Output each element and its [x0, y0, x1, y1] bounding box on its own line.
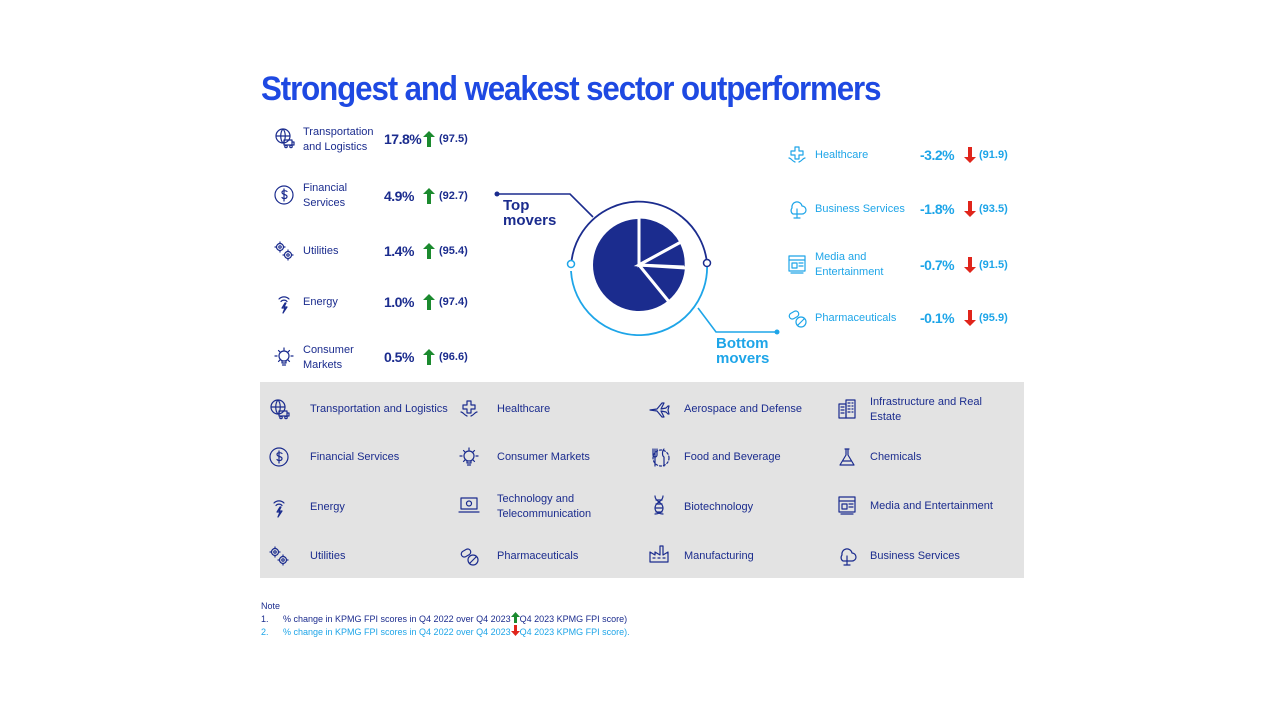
notes: Note 1.% change in KPMG FPI scores in Q4…	[261, 600, 630, 638]
fork-knife-icon	[648, 446, 670, 468]
bottom-movers-label: Bottom movers	[716, 335, 770, 367]
legend-item-label: Transportation and Logistics	[310, 403, 448, 415]
arrow-down-icon	[964, 257, 976, 273]
bottom-mover-percent: -0.1%	[920, 310, 955, 326]
legend-item-label: Business Services	[870, 550, 960, 562]
top-mover-label: Utilities	[303, 245, 339, 257]
top-mover-score: (97.4)	[439, 296, 468, 308]
legend-item-label: Utilities	[310, 550, 346, 562]
legend-item-label: Energy	[310, 501, 345, 513]
laptop-icon	[458, 494, 480, 516]
arrow-down-icon	[510, 625, 520, 636]
top-mover-label: Financial Services	[303, 182, 348, 209]
dollar-icon	[268, 446, 290, 468]
legend-item-label: Media and Entertainment	[870, 500, 993, 512]
buildings-icon	[836, 398, 858, 420]
arrow-down-icon	[964, 310, 976, 326]
bottom-mover-score: (91.9)	[979, 149, 1008, 161]
legend-item-label: Infrastructure and Real Estate	[870, 396, 982, 423]
media-icon	[836, 494, 858, 516]
top-mover-score: (95.4)	[439, 245, 468, 257]
legend-item-label: Chemicals	[870, 451, 922, 463]
energy-icon	[273, 292, 295, 314]
legend-item-label: Food and Beverage	[684, 451, 781, 463]
top-mover-percent: 1.0%	[384, 294, 414, 310]
healthcare-icon	[786, 144, 808, 166]
gears-icon	[273, 240, 295, 262]
top-mover-percent: 1.4%	[384, 243, 414, 259]
legend-item-label: Financial Services	[310, 451, 400, 463]
top-mover-label: Consumer Markets	[303, 344, 354, 371]
lightbulb-gear-icon	[273, 346, 295, 368]
top-mover-percent: 4.9%	[384, 188, 414, 204]
legend-item-label: Consumer Markets	[497, 451, 590, 463]
bottom-mover-percent: -1.8%	[920, 201, 955, 217]
note-2: 2.% change in KPMG FPI scores in Q4 2022…	[261, 625, 630, 637]
movers-graphic	[494, 191, 780, 336]
legend-item-label: Pharmaceuticals	[497, 550, 579, 562]
page-title: Strongest and weakest sector outperforme…	[261, 70, 881, 108]
bottom-mover-label: Business Services	[815, 203, 905, 215]
legend-item-label: Healthcare	[497, 403, 551, 415]
plane-icon	[648, 398, 670, 420]
flask-icon	[836, 446, 858, 468]
legend-item-label: Manufacturing	[684, 550, 754, 562]
gears-icon	[268, 545, 290, 567]
top-movers-label: Top movers	[503, 197, 557, 229]
legend-item-label: Technology and Telecommunication	[497, 493, 592, 520]
arrow-up-icon	[423, 131, 435, 147]
truck-globe-icon	[268, 398, 290, 420]
arrow-up-icon	[423, 243, 435, 259]
tree-network-icon	[786, 198, 808, 220]
arrow-down-icon	[964, 201, 976, 217]
dna-icon	[648, 494, 670, 516]
notes-heading: Note	[261, 601, 281, 611]
legend-item-label: Aerospace and Defense	[684, 403, 803, 415]
arrow-up-icon	[510, 612, 520, 623]
top-mover-label: Transportation and Logistics	[303, 126, 374, 153]
tree-network-icon	[836, 545, 858, 567]
energy-icon	[268, 496, 290, 518]
sector-legend: Transportation and Logistics Healthcare …	[260, 382, 1024, 578]
bottom-mover-score: (95.9)	[979, 312, 1008, 324]
bottom-mover-score: (91.5)	[979, 259, 1008, 271]
top-mover-score: (92.7)	[439, 190, 468, 202]
top-mover-label: Energy	[303, 296, 338, 308]
top-mover-score: (97.5)	[439, 133, 468, 145]
pills-icon	[458, 545, 480, 567]
legend-item-label: Biotechnology	[684, 501, 754, 513]
pills-icon	[786, 307, 808, 329]
factory-icon	[648, 542, 670, 564]
bottom-mover-percent: -3.2%	[920, 147, 955, 163]
arrow-up-icon	[423, 188, 435, 204]
lightbulb-gear-icon	[458, 446, 480, 468]
top-mover-percent: 0.5%	[384, 349, 414, 365]
arrow-down-icon	[964, 147, 976, 163]
top-mover-score: (96.6)	[439, 351, 468, 363]
bottom-mover-label: Healthcare	[815, 149, 869, 161]
arrow-up-icon	[423, 349, 435, 365]
bottom-mover-percent: -0.7%	[920, 257, 955, 273]
top-mover-percent: 17.8%	[384, 131, 422, 147]
bottom-mover-label: Pharmaceuticals	[815, 312, 897, 324]
truck-globe-icon	[273, 127, 295, 149]
dollar-icon	[273, 184, 295, 206]
media-icon	[786, 253, 808, 275]
bottom-mover-score: (93.5)	[979, 203, 1008, 215]
note-1: 1.% change in KPMG FPI scores in Q4 2022…	[261, 612, 628, 624]
bottom-mover-label: Media and Entertainment	[815, 251, 884, 278]
healthcare-icon	[458, 398, 480, 420]
arrow-up-icon	[423, 294, 435, 310]
